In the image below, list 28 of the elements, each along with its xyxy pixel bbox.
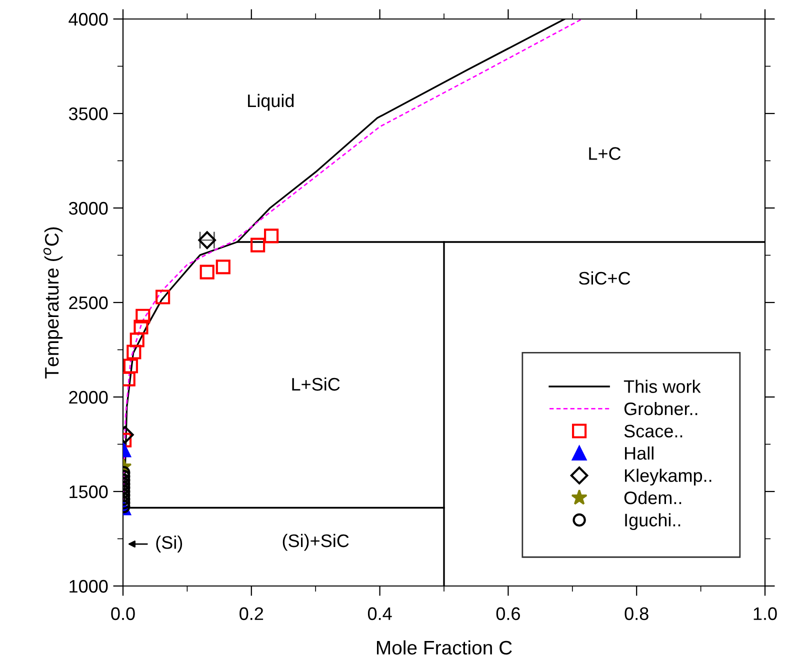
y-tick-label: 4000	[68, 12, 108, 26]
y-tick-label: 3000	[68, 202, 108, 215]
y-tick-label: 2000	[69, 390, 108, 404]
annotation: (Si)	[156, 536, 182, 552]
x-axis-title: Mole Fraction C	[376, 640, 512, 655]
x-tick-label: 0.8	[624, 607, 648, 620]
legend-label: Scace..	[624, 424, 682, 438]
x-tick-label: 0.6	[496, 607, 520, 620]
x-tick-label: 0.2	[240, 607, 264, 620]
annotation: (Si)+SiC	[282, 534, 349, 551]
legend-label: Grobner..	[624, 402, 698, 416]
x-tick-label: 0.0	[111, 607, 135, 620]
x-tick-label: 1.0	[754, 607, 777, 620]
annotation: L+C	[589, 147, 621, 160]
y-tick-label: 2500	[69, 296, 108, 310]
x-tick-label: 0.4	[368, 607, 392, 620]
annotation: Liquid	[248, 94, 294, 111]
legend-label: Kleykamp..	[625, 468, 712, 486]
y-tick-label: 3500	[68, 107, 108, 120]
y-tick-label: 1000	[70, 580, 108, 593]
annotation: SiC+C	[578, 271, 630, 285]
legend-label: Odem..	[624, 490, 682, 504]
y-tick-label: 1500	[70, 485, 108, 498]
legend-label: Iguchi..	[625, 513, 680, 530]
annotation: L+SiC	[292, 377, 340, 391]
y-axis-title: Temperature ($^{o}$C)	[43, 227, 63, 378]
legend-label: This work	[624, 380, 701, 393]
legend-label: Hall	[625, 446, 654, 460]
